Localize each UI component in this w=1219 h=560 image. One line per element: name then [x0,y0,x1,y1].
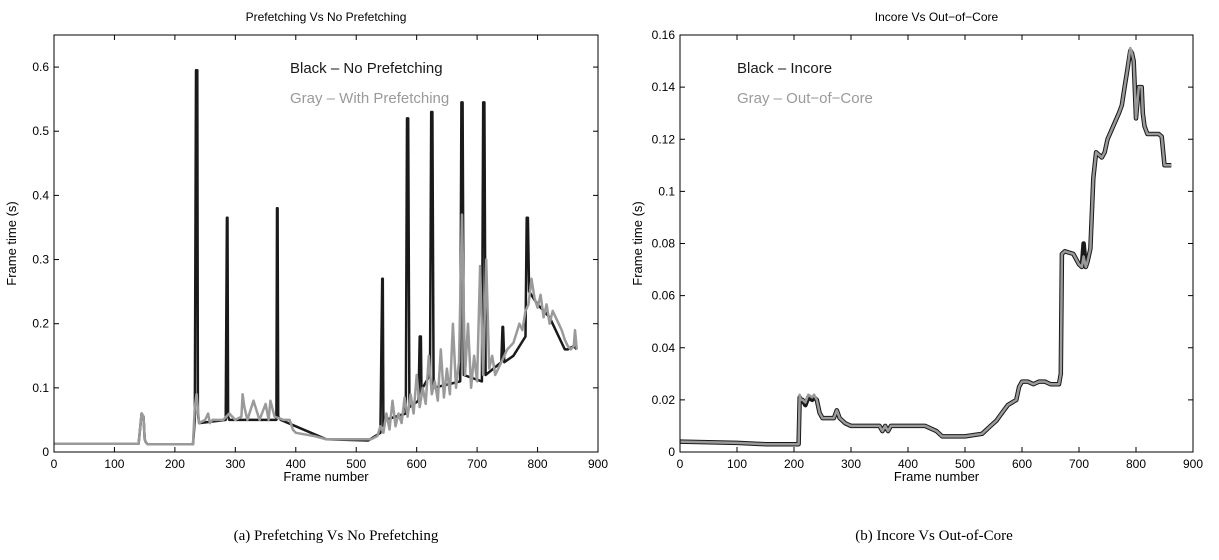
x-tick-label-b-4: 400 [898,457,918,471]
x-tick-label-b-9: 900 [1183,457,1203,471]
y-tick-label-a-6: 0.6 [32,60,49,74]
legend-entry-b-0: Black – Incore [737,60,832,77]
y-tick-label-b-8: 0.16 [652,28,676,42]
x-axis-label-b: Frame number [894,469,980,484]
y-axis-label-b: Frame time (s) [630,201,645,286]
x-tick-label-b-5: 500 [955,457,975,471]
x-tick-label-a-6: 600 [407,457,427,471]
chart-title-b: Incore Vs Out−of−Core [875,10,999,24]
x-tick-label-a-2: 200 [165,457,185,471]
x-tick-label-b-3: 300 [841,457,861,471]
legend-entry-a-1: Gray – With Prefetching [290,90,449,107]
caption-a: (a) Prefetching Vs No Prefetching [233,528,439,544]
series-line-a-0 [54,69,578,446]
legend-entry-a-0: Black – No Prefetching [290,60,443,77]
y-tick-label-a-5: 0.5 [32,124,49,138]
y-tick-label-a-1: 0.1 [32,381,49,395]
x-tick-label-a-9: 900 [588,457,608,471]
caption-b: (b) Incore Vs Out-of-Core [855,528,1013,544]
y-tick-label-b-7: 0.14 [652,80,676,94]
x-tick-label-b-0: 0 [677,457,684,471]
x-tick-label-a-4: 400 [286,457,306,471]
y-tick-label-b-2: 0.04 [652,341,676,355]
series-line-a-1 [54,213,579,446]
chart-panel-b: 0 100 200 300 400 500 600 700 800 900 0 0.02 0.04 0.0… [630,10,1203,484]
y-tick-label-a-3: 0.3 [32,253,49,267]
x-tick-label-a-7: 700 [467,457,487,471]
series-line-b-1 [679,46,1172,446]
x-tick-label-a-3: 300 [225,457,245,471]
y-tick-label-b-5: 0.1 [658,184,675,198]
x-tick-label-b-6: 600 [1012,457,1032,471]
y-axis-label-a: Frame time (s) [4,201,19,286]
x-tick-label-a-0: 0 [51,457,58,471]
series-line-b-0 [679,48,1172,447]
x-tick-label-b-8: 800 [1126,457,1146,471]
y-tick-label-a-0: 0 [42,445,49,459]
y-tick-label-b-3: 0.06 [652,289,676,303]
y-tick-label-b-4: 0.08 [652,237,676,251]
y-tick-label-a-2: 0.2 [32,317,49,331]
y-tick-label-a-4: 0.4 [32,188,49,202]
x-tick-label-b-7: 700 [1069,457,1089,471]
y-tick-label-b-0: 0 [668,445,675,459]
x-tick-label-a-1: 100 [104,457,124,471]
chart-title-a: Prefetching Vs No Prefetching [246,10,407,24]
figure: 0 100 200 300 400 500 600 700 800 900 0 0.1 0.2 0.3 0.… [4,10,1203,484]
x-tick-label-a-5: 500 [346,457,366,471]
x-tick-label-b-2: 200 [784,457,804,471]
y-tick-label-b-6: 0.12 [652,132,676,146]
x-tick-label-b-1: 100 [727,457,747,471]
axes-frame-a [53,34,599,453]
x-tick-label-a-8: 800 [528,457,548,471]
legend-entry-b-1: Gray – Out−of−Core [737,90,873,107]
y-tick-label-b-1: 0.02 [652,393,676,407]
chart-panel-a: 0 100 200 300 400 500 600 700 800 900 0 0.1 0.2 0.3 0.… [4,10,608,484]
x-axis-label-a: Frame number [283,469,369,484]
